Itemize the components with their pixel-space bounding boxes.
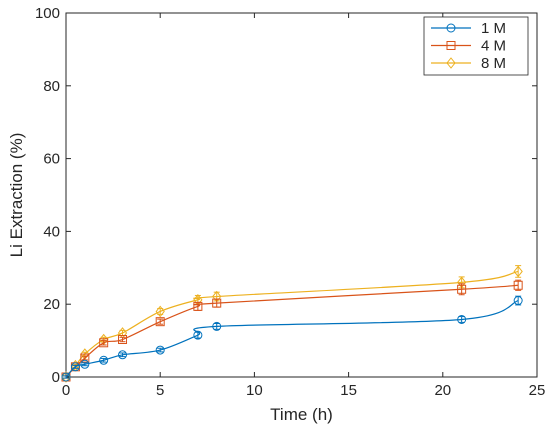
data-point: [212, 321, 222, 331]
x-tick-label: 10: [246, 382, 263, 399]
y-axis-label: Li Extraction (%): [7, 133, 26, 258]
data-point: [80, 359, 90, 369]
legend-label: 8 M: [481, 55, 506, 72]
legend: 1 M4 M8 M: [423, 16, 529, 76]
data-point: [513, 296, 523, 306]
x-tick-label: 20: [434, 382, 451, 399]
y-tick-label: 100: [35, 5, 60, 22]
data-point: [457, 314, 467, 324]
legend-label: 4 M: [481, 38, 506, 55]
x-tick-label: 25: [529, 382, 546, 399]
data-point: [212, 298, 222, 308]
y-tick-label: 0: [52, 369, 60, 386]
series-layer: [61, 265, 523, 383]
y-tick-label: 20: [43, 296, 60, 313]
data-point: [513, 265, 523, 278]
x-axis-label: Time (h): [270, 405, 333, 424]
y-tick-label: 80: [43, 78, 60, 95]
data-point: [155, 345, 165, 355]
data-point: [193, 301, 203, 311]
legend-marker: [446, 41, 456, 50]
legend-entry: 4 M: [431, 38, 506, 55]
data-point: [70, 362, 80, 372]
data-point: [155, 305, 165, 318]
data-point: [99, 355, 109, 365]
data-point: [118, 350, 128, 360]
series-1m: [61, 295, 523, 382]
x-tick-label: 0: [62, 382, 70, 399]
y-tick-label: 60: [43, 151, 60, 168]
legend-marker: [446, 57, 456, 69]
data-point: [61, 372, 71, 382]
data-point: [193, 330, 203, 340]
legend-entry: 8 M: [431, 55, 506, 72]
data-point: [80, 353, 90, 363]
x-tick-label: 15: [340, 382, 357, 399]
data-point: [61, 371, 71, 383]
data-point: [513, 280, 523, 290]
legend-marker: [446, 23, 456, 33]
x-tick-label: 5: [156, 382, 164, 399]
data-point: [99, 338, 109, 348]
legend-entry: 1 M: [431, 20, 506, 37]
data-point: [155, 317, 165, 327]
data-point: [457, 284, 467, 294]
legend-label: 1 M: [481, 20, 506, 37]
y-tick-label: 40: [43, 223, 60, 240]
data-point: [118, 335, 128, 345]
